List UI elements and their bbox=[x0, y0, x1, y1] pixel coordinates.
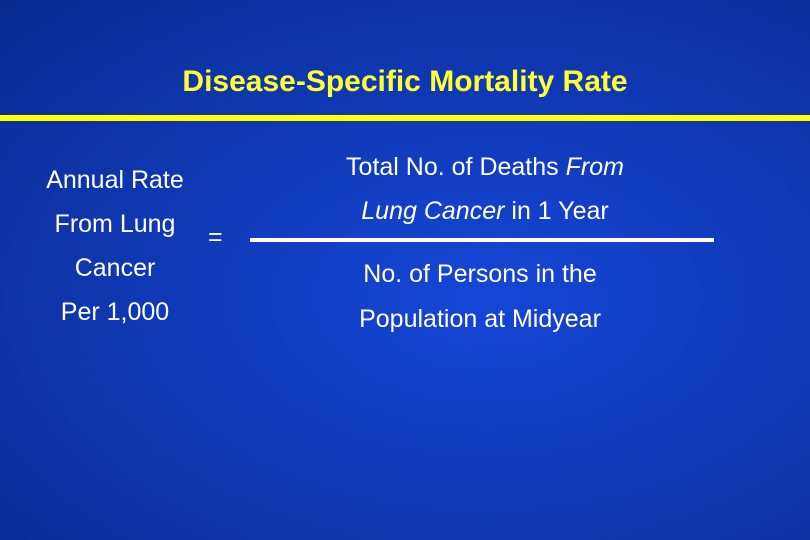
rate-label-line: Annual Rate bbox=[46, 166, 184, 194]
rate-label: Annual Rate From Lung Cancer Per 1,000 bbox=[20, 158, 210, 334]
numerator-text: in 1 Year bbox=[504, 197, 609, 225]
numerator-line-2: Lung Cancer in 1 Year bbox=[250, 189, 720, 233]
title-underline bbox=[0, 115, 810, 121]
rate-label-line: From Lung bbox=[54, 210, 176, 238]
denominator: No. of Persons in the Population at Midy… bbox=[250, 252, 710, 342]
denominator-line: Population at Midyear bbox=[359, 305, 601, 333]
rate-label-line: Per 1,000 bbox=[60, 298, 170, 326]
numerator-line-1: Total No. of Deaths From bbox=[250, 145, 720, 189]
numerator-text: Total No. of Deaths bbox=[346, 153, 566, 181]
fraction-bar bbox=[250, 238, 714, 242]
numerator: Total No. of Deaths From Lung Cancer in … bbox=[250, 145, 720, 233]
numerator-italic-text: Lung Cancer bbox=[361, 197, 505, 225]
slide-title: Disease-Specific Mortality Rate bbox=[182, 65, 628, 98]
numerator-italic-text: From bbox=[565, 153, 624, 181]
equals-sign: = bbox=[208, 223, 223, 251]
rate-label-line: Cancer bbox=[74, 254, 156, 282]
denominator-line: No. of Persons in the bbox=[363, 260, 597, 288]
